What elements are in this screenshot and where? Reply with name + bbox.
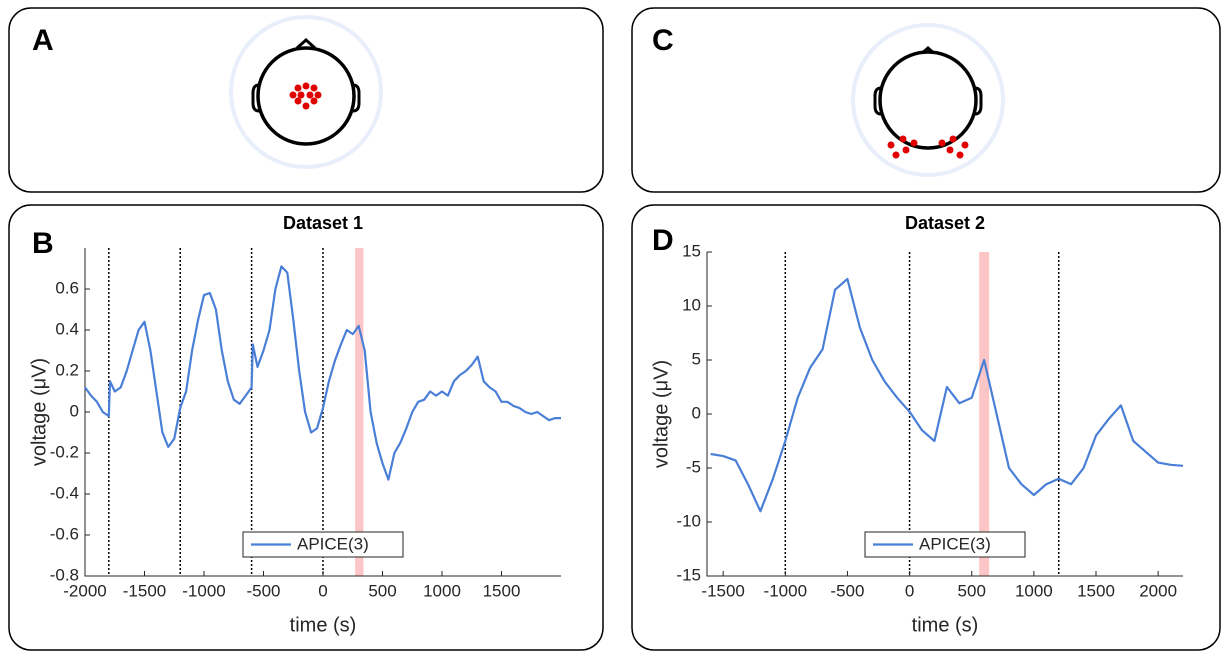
panel-label: A	[32, 24, 54, 57]
x-tick-label: 1000	[1015, 581, 1053, 600]
x-tick-label: 1500	[483, 581, 521, 600]
panel-frame	[631, 204, 1221, 651]
y-tick-label: -5	[686, 457, 701, 476]
y-tick-label: -0.4	[50, 483, 79, 502]
data-line	[710, 277, 1184, 513]
y-tick-label: 15	[682, 241, 701, 260]
head-a	[229, 15, 383, 169]
x-tick-label: -1000	[764, 581, 807, 600]
y-tick-label: 0.2	[55, 360, 79, 379]
y-tick-label: -10	[676, 511, 701, 530]
y-axis-label: voltage (μV)	[650, 360, 672, 468]
legend-label: APICE(3)	[919, 534, 991, 553]
x-tick-label: -500	[830, 581, 864, 600]
x-tick-label: 2000	[1139, 581, 1177, 600]
x-tick-label: -1500	[701, 581, 744, 600]
x-tick-label: -1500	[123, 581, 166, 600]
axes	[84, 248, 561, 577]
y-tick-label: 0.4	[55, 319, 79, 338]
x-tick-label: -500	[246, 581, 280, 600]
x-tick-label: 0	[905, 581, 914, 600]
y-tick-label: 10	[682, 295, 701, 314]
y-tick-label: 0	[70, 401, 79, 420]
x-tick-label: -1000	[182, 581, 225, 600]
y-tick-label: 0.6	[55, 278, 79, 297]
x-tick-label: 500	[958, 581, 986, 600]
panel-frame	[8, 7, 604, 193]
y-axis-label: voltage (μV)	[28, 358, 50, 466]
axes	[706, 252, 1183, 577]
chart-title: Dataset 2	[905, 213, 985, 233]
chart-title: Dataset 1	[283, 213, 363, 233]
panel-label: B	[32, 227, 54, 260]
highlight-band	[979, 252, 990, 576]
y-tick-label: -15	[676, 565, 701, 584]
highlight-band	[355, 248, 364, 576]
x-tick-label: 0	[318, 581, 327, 600]
y-tick-label: 0	[692, 403, 701, 422]
x-tick-label: 1500	[1077, 581, 1115, 600]
x-tick-label: -2000	[63, 581, 106, 600]
x-tick-label: 500	[368, 581, 396, 600]
x-axis-label: time (s)	[290, 614, 357, 636]
y-tick-label: -0.6	[50, 524, 79, 543]
panel-frame	[8, 204, 604, 651]
panel-label: D	[652, 224, 674, 257]
panel-frame	[631, 7, 1221, 193]
y-tick-label: -0.8	[50, 565, 79, 584]
y-tick-label: 5	[692, 349, 701, 368]
data-line	[84, 265, 561, 481]
x-tick-label: 1000	[423, 581, 461, 600]
legend-label: APICE(3)	[297, 534, 369, 553]
panel-label: C	[652, 24, 674, 57]
y-tick-label: -0.2	[50, 442, 79, 461]
x-axis-label: time (s)	[912, 614, 979, 636]
head-c	[851, 23, 1005, 177]
